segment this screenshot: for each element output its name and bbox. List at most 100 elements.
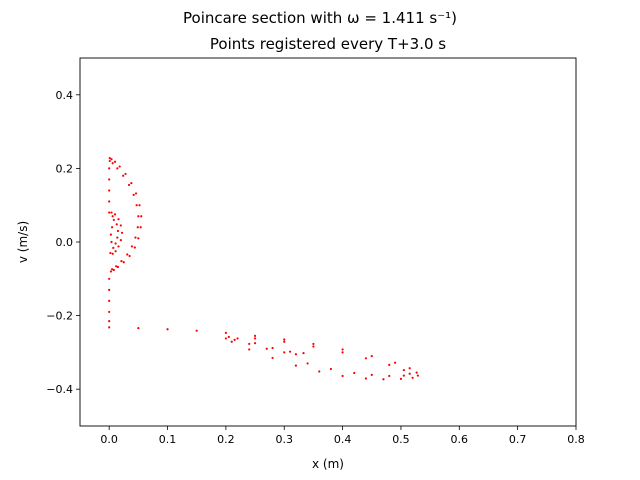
data-point bbox=[408, 372, 411, 375]
x-tick-label: 0.5 bbox=[392, 433, 410, 446]
data-point bbox=[119, 239, 122, 242]
data-point bbox=[108, 167, 111, 170]
data-point bbox=[329, 367, 333, 371]
data-point bbox=[236, 337, 239, 340]
data-point bbox=[288, 350, 292, 353]
data-point bbox=[364, 377, 368, 380]
data-point bbox=[111, 162, 114, 165]
data-point bbox=[271, 356, 274, 360]
data-point bbox=[227, 335, 230, 339]
data-point bbox=[283, 351, 286, 354]
data-point bbox=[137, 327, 140, 330]
data-point bbox=[233, 338, 236, 341]
data-point bbox=[108, 288, 111, 291]
data-point bbox=[402, 368, 405, 372]
x-tick-label: 0.1 bbox=[159, 433, 177, 446]
data-point bbox=[108, 189, 111, 192]
data-point bbox=[122, 261, 125, 264]
data-point bbox=[116, 265, 120, 269]
data-point bbox=[306, 362, 309, 365]
data-point bbox=[248, 342, 251, 346]
data-point bbox=[195, 329, 198, 332]
data-point bbox=[283, 338, 286, 341]
data-point bbox=[353, 371, 356, 375]
data-point bbox=[115, 223, 118, 226]
data-point bbox=[110, 268, 114, 271]
data-point bbox=[126, 253, 129, 256]
data-point bbox=[283, 340, 286, 343]
y-tick-label: 0.4 bbox=[56, 89, 74, 102]
data-point bbox=[114, 242, 117, 245]
data-point bbox=[112, 246, 115, 249]
data-point bbox=[109, 233, 113, 236]
data-point bbox=[127, 183, 131, 187]
data-point bbox=[265, 347, 268, 350]
data-point bbox=[108, 320, 111, 323]
data-point bbox=[134, 192, 138, 195]
data-point bbox=[399, 377, 403, 380]
data-point bbox=[117, 245, 120, 248]
x-tick-label: 0.7 bbox=[509, 433, 527, 446]
data-point bbox=[108, 299, 111, 302]
data-point bbox=[130, 245, 134, 248]
data-point bbox=[135, 204, 138, 207]
data-point bbox=[294, 353, 298, 356]
x-tick-label: 0.2 bbox=[217, 433, 235, 446]
data-point bbox=[312, 342, 315, 346]
data-point bbox=[370, 354, 373, 358]
data-point bbox=[108, 200, 111, 203]
x-tick-label: 0.6 bbox=[451, 433, 469, 446]
data-point bbox=[117, 218, 120, 221]
data-point bbox=[111, 215, 114, 218]
data-point bbox=[253, 342, 257, 345]
data-point bbox=[341, 374, 344, 378]
data-point bbox=[415, 371, 418, 374]
data-point bbox=[134, 236, 137, 239]
data-point bbox=[341, 351, 344, 354]
data-point bbox=[318, 370, 321, 373]
data-point bbox=[128, 254, 131, 258]
data-point bbox=[139, 226, 142, 229]
data-point bbox=[116, 229, 120, 233]
data-point bbox=[136, 226, 139, 229]
data-point bbox=[116, 236, 119, 239]
data-point bbox=[118, 165, 121, 168]
x-tick-label: 0.3 bbox=[275, 433, 293, 446]
data-point bbox=[115, 265, 118, 268]
data-point bbox=[109, 270, 113, 273]
data-point bbox=[248, 348, 251, 351]
data-point bbox=[108, 156, 111, 160]
data-point bbox=[140, 215, 143, 218]
x-tick-label: 0.0 bbox=[100, 433, 118, 446]
data-point bbox=[108, 159, 111, 163]
data-point bbox=[416, 374, 419, 377]
data-point bbox=[113, 213, 117, 216]
x-axis-label: x (m) bbox=[312, 457, 344, 471]
data-point bbox=[116, 167, 119, 170]
data-point bbox=[224, 337, 227, 340]
data-point bbox=[133, 246, 136, 249]
data-point bbox=[388, 374, 391, 378]
y-axis-label: v (m/s) bbox=[16, 221, 30, 263]
data-point bbox=[364, 357, 368, 360]
data-point bbox=[108, 310, 111, 314]
data-point bbox=[253, 334, 257, 337]
data-point bbox=[253, 337, 257, 340]
data-point bbox=[394, 361, 397, 364]
x-axis-ticks: 0.0 0.1 0.2 0.3 0.4 0.5 0.6 0.7 0.8 bbox=[100, 426, 585, 446]
data-point bbox=[341, 348, 344, 351]
y-tick-label: −0.4 bbox=[46, 383, 73, 396]
data-point bbox=[111, 252, 114, 255]
data-point bbox=[130, 182, 133, 185]
data-point bbox=[132, 193, 135, 196]
data-point bbox=[294, 364, 298, 367]
data-point bbox=[112, 268, 115, 272]
data-point bbox=[110, 211, 113, 214]
data-point bbox=[388, 363, 391, 367]
data-point bbox=[312, 345, 315, 348]
data-point bbox=[109, 251, 112, 255]
data-point bbox=[224, 331, 227, 334]
data-point bbox=[120, 260, 123, 263]
